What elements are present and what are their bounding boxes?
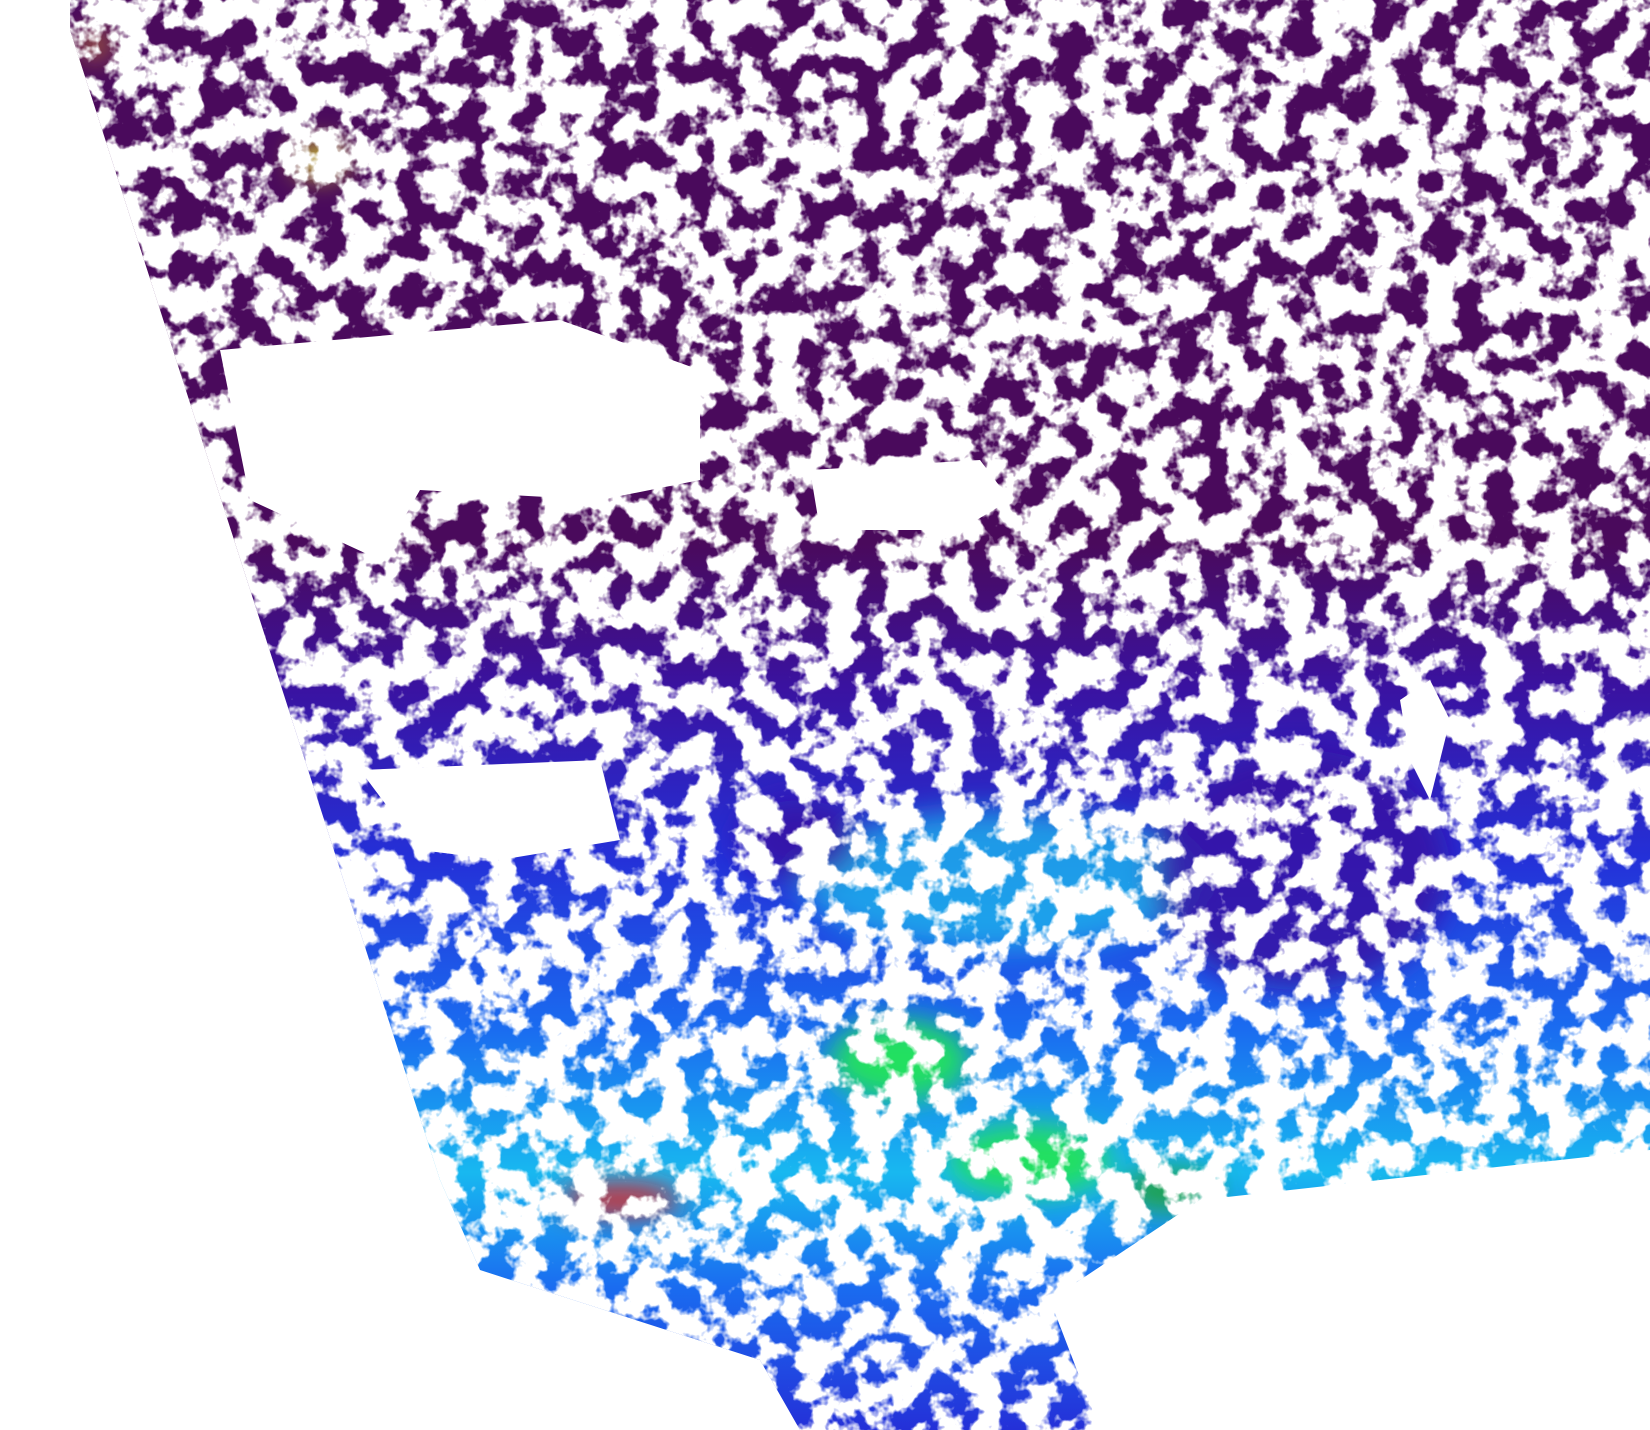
large-cloud-areas	[220, 320, 1650, 1430]
